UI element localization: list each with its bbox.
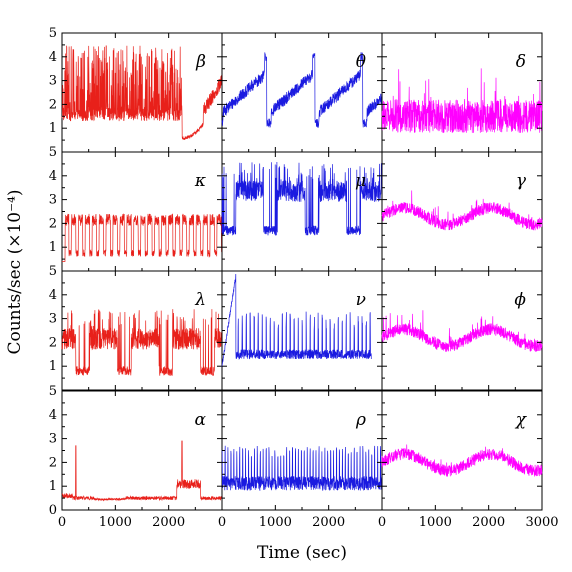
panel-frame: [381, 390, 543, 511]
panel-frame: [61, 390, 223, 511]
y-tick-label: 3: [49, 312, 57, 327]
series-line-9: [61, 440, 223, 502]
panel-label-10: ρ: [355, 410, 366, 430]
panel-label-3: κ: [194, 171, 206, 191]
x-tick-label: 1000: [419, 515, 452, 530]
y-tick-label: 4: [49, 288, 57, 303]
panel-label-6: λ: [194, 290, 206, 310]
y-tick-label: 1: [49, 240, 57, 255]
y-tick-label: 5: [49, 145, 57, 160]
series-line-11: [381, 444, 543, 477]
panel-5: γ: [381, 151, 543, 272]
panel-7: ν: [221, 270, 383, 391]
x-axis-label: Time (sec): [257, 543, 347, 563]
y-tick-label: 2: [49, 335, 57, 350]
x-tick-label: 1000: [99, 515, 132, 530]
panel-label-5: γ: [516, 171, 527, 191]
x-tick-label: 2000: [472, 515, 505, 530]
series-line-10: [221, 445, 383, 491]
panel-9: α 0 1 2 3 4 5 0 1000 2000: [49, 384, 223, 530]
x-tick-label: 2000: [312, 515, 345, 530]
y-tick-label: 5: [49, 26, 57, 41]
y-tick-label: 4: [49, 408, 57, 423]
x-tick-label: 0: [58, 515, 66, 530]
panel-label-2: δ: [516, 52, 526, 72]
panels-layer: β 1 2 3 4 5 θ δ κ 1 2 3 4 5 μ γ λ 1 2 3 4 5 ν ϕ α 0 1 2 3 4 5 0 1000 2000…: [49, 26, 559, 530]
y-tick-label: 4: [49, 169, 57, 184]
panel-label-1: θ: [356, 52, 366, 72]
y-tick-label: 1: [49, 479, 57, 494]
panel-label-9: α: [195, 410, 207, 430]
y-tick-label: 0: [49, 503, 57, 518]
series-line-1: [221, 52, 383, 128]
y-tick-label: 3: [49, 74, 57, 89]
panel-11: χ 0 1000 2000 3000: [378, 390, 559, 530]
panel-4: μ: [221, 151, 383, 272]
x-tick-label: 3000: [525, 515, 558, 530]
y-tick-label: 1: [49, 121, 57, 136]
panel-label-11: χ: [515, 410, 528, 430]
y-tick-label: 4: [49, 50, 57, 65]
y-tick-label: 2: [49, 216, 57, 231]
series-line-5: [381, 190, 543, 231]
x-tick-label: 2000: [152, 515, 185, 530]
series-line-2: [381, 68, 543, 133]
series-line-3: [62, 213, 223, 262]
series-line-8: [381, 310, 543, 352]
panel-2: δ: [381, 32, 543, 153]
series-line-4: [221, 161, 383, 236]
x-tick-label: 0: [378, 515, 386, 530]
panel-frame: [61, 151, 223, 272]
panel-6: λ 1 2 3 4 5: [49, 264, 223, 391]
panel-frame: [221, 390, 383, 511]
panel-frame: [381, 32, 543, 153]
y-tick-label: 3: [49, 193, 57, 208]
y-tick-label: 3: [49, 432, 57, 447]
x-tick-label: 1000: [259, 515, 292, 530]
y-axis-label: Counts/sec (×10⁻⁴): [5, 189, 25, 354]
panel-label-0: β: [195, 52, 206, 72]
y-tick-label: 5: [49, 264, 57, 279]
panel-10: ρ 0 1000 2000: [218, 390, 383, 530]
series-line-7: [221, 273, 372, 367]
panel-label-7: ν: [356, 290, 366, 310]
panel-1: θ: [221, 32, 383, 153]
y-tick-label: 1: [49, 359, 57, 374]
y-tick-label: 2: [49, 455, 57, 470]
series-line-6: [61, 309, 223, 376]
panel-label-4: μ: [355, 171, 366, 191]
panel-0: β 1 2 3 4 5: [49, 26, 223, 153]
x-tick-label: 0: [218, 515, 226, 530]
panel-8: ϕ: [381, 270, 543, 391]
y-tick-label: 5: [49, 384, 57, 399]
panel-3: κ 1 2 3 4 5: [49, 145, 223, 272]
panel-label-8: ϕ: [514, 290, 526, 310]
y-tick-label: 2: [49, 97, 57, 112]
panel-frame: [221, 151, 383, 272]
series-line-0: [61, 45, 223, 141]
